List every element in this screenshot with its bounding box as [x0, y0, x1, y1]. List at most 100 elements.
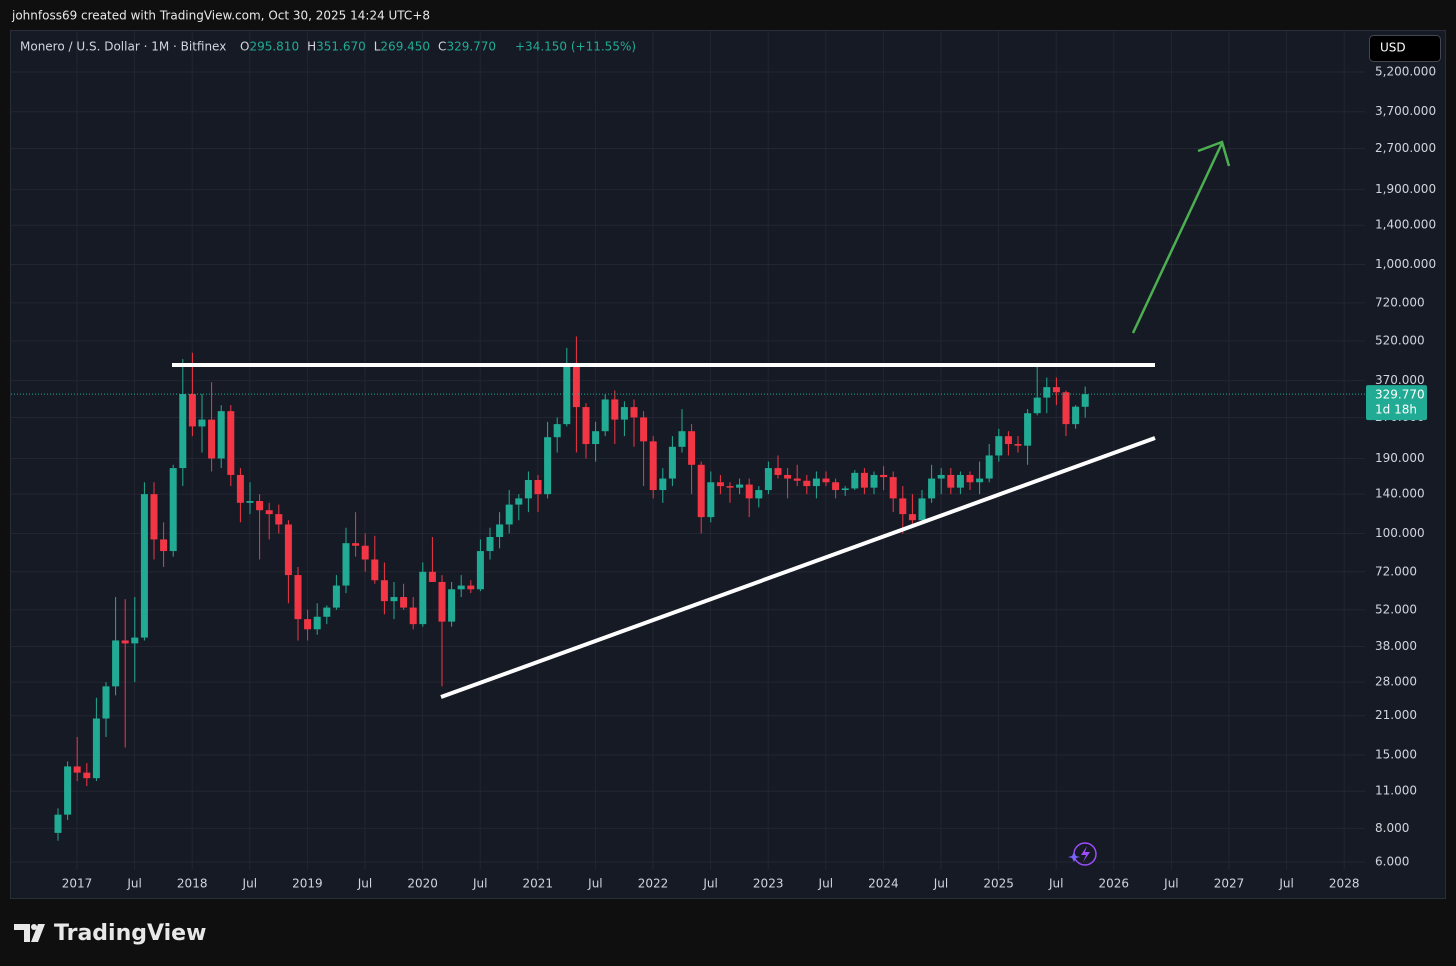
candle-body [457, 585, 465, 590]
candle-body [745, 484, 753, 499]
y-tick-label: 28.000 [1375, 675, 1417, 689]
candle-body [620, 407, 628, 420]
candle-body [841, 488, 849, 491]
y-tick-label: 190.000 [1375, 451, 1425, 465]
candle-body [1072, 406, 1080, 425]
candle-body [736, 484, 744, 488]
candle-body [64, 766, 72, 815]
candle-body [928, 478, 936, 499]
candle-body [611, 399, 619, 420]
candle-body [908, 514, 916, 521]
candle-body [976, 478, 984, 483]
y-tick-label: 1,400.000 [1375, 218, 1436, 232]
candle-body [515, 498, 523, 505]
candle-body [467, 585, 475, 590]
candle-body [793, 478, 801, 481]
candle-body [803, 480, 811, 487]
brand-logo [14, 924, 45, 942]
y-tick-label: 72.000 [1375, 564, 1417, 578]
candle-body [419, 571, 427, 625]
lightning-icon [1068, 842, 1097, 866]
candle-body [784, 474, 792, 479]
candle-body [198, 419, 206, 427]
candle-body [764, 468, 772, 491]
candle-body [73, 766, 81, 773]
ohlc-key: C [438, 40, 446, 54]
candle-body [169, 468, 177, 552]
y-tick-label: 140.000 [1375, 487, 1425, 501]
candle-body [496, 524, 504, 537]
candle-body [361, 545, 369, 560]
x-tick-label: Jul [126, 877, 141, 891]
candle-body [160, 539, 168, 552]
candle-body [332, 585, 340, 608]
candle-body [102, 686, 110, 719]
symbol-title: Monero / U.S. Dollar · 1M · Bitfinex [20, 40, 226, 54]
candle-body [678, 431, 686, 447]
candle-body [889, 477, 897, 499]
candle-body [860, 472, 868, 488]
y-tick-label: 3,700.000 [1375, 104, 1436, 118]
x-tick-label: Jul [702, 877, 717, 891]
candle-body [256, 501, 264, 511]
candle-body [54, 814, 62, 833]
candle-body [150, 494, 158, 540]
candle-body [438, 581, 446, 622]
x-tick-label: Jul [818, 877, 833, 891]
candle-body [246, 501, 254, 503]
ohlc-legend: O 295.810 H 351.670 L 269.450 C 329.770 [240, 40, 496, 54]
x-tick-label: Jul [1048, 877, 1063, 891]
candle-body [668, 446, 676, 479]
candle-body [179, 394, 187, 469]
candle-body [534, 480, 542, 495]
candle-body [284, 524, 292, 576]
candle-body [208, 419, 216, 459]
candle-body [265, 510, 273, 515]
y-tick-label: 1,900.000 [1375, 182, 1436, 196]
candle-body [227, 411, 235, 475]
currency-button[interactable] [1369, 35, 1441, 62]
candle-body [985, 455, 993, 479]
candle-body [956, 474, 964, 488]
y-tick-label: 8.000 [1375, 821, 1409, 835]
candle-body [572, 364, 580, 408]
axis: 6.000 8.000 11.000 15.000 21.000 28.000 38.000… [62, 65, 1436, 891]
credit: johnfoss69 created with TradingView.com,… [11, 9, 430, 23]
x-tick-label: Jul [933, 877, 948, 891]
candle-body [217, 411, 225, 459]
candle-body [1014, 444, 1022, 446]
y-tick-label: 21.000 [1375, 708, 1417, 722]
candle-body [140, 494, 148, 638]
x-tick-label: 2025 [983, 877, 1014, 891]
candle-body [323, 607, 331, 617]
x-tick-label: 2017 [62, 877, 93, 891]
candles [11, 336, 1365, 841]
x-tick-label: Jul [1278, 877, 1293, 891]
candle-body [582, 407, 590, 445]
y-tick-label: 6.000 [1375, 855, 1409, 869]
candle-body [275, 514, 283, 525]
candle-body [918, 498, 926, 521]
ohlc-value: 295.810 [249, 40, 299, 54]
candle-body [688, 431, 696, 465]
candle-body [592, 431, 600, 445]
candle-body [544, 437, 552, 495]
x-tick-label: 2024 [868, 877, 899, 891]
candle-body [92, 718, 100, 779]
candle-body [659, 478, 667, 491]
candle-body [236, 474, 244, 503]
ohlc-key: O [240, 40, 249, 54]
y-tick-label: 38.000 [1375, 639, 1417, 653]
candle-body [409, 607, 417, 625]
candle-body [476, 551, 484, 590]
candle-body [995, 436, 1003, 456]
ohlc-key: H [307, 40, 316, 54]
candle-body [774, 468, 782, 475]
currency-label[interactable]: USD [1380, 41, 1406, 55]
candle-body [371, 559, 379, 581]
x-tick-label: 2019 [292, 877, 323, 891]
ohlc-value: 329.770 [446, 40, 496, 54]
price-tag [1366, 385, 1427, 421]
